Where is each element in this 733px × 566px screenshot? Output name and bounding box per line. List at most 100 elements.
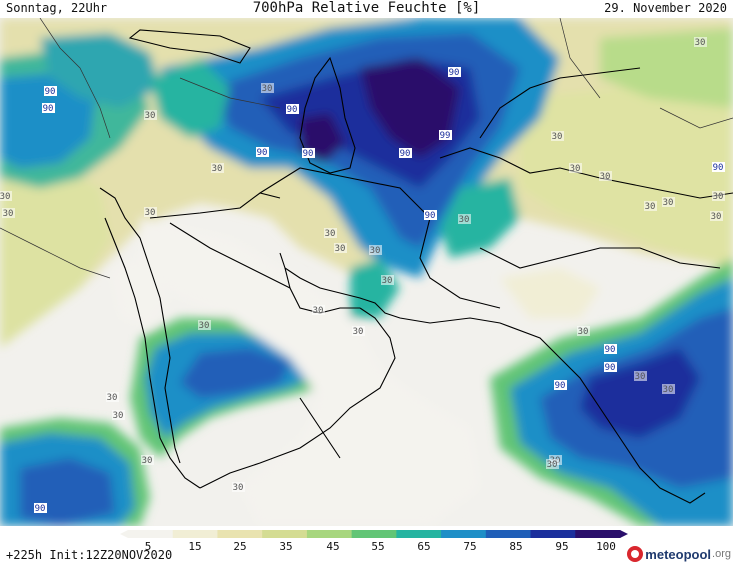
label-text: 90 <box>449 68 460 78</box>
label-text: 30 <box>233 483 244 493</box>
colorbar-ticks: 5 15 25 35 45 55 65 75 85 95 100 <box>0 540 733 554</box>
label-background <box>141 455 154 465</box>
humidity-90-label: 90 <box>712 162 725 173</box>
humidity-map-canvas: 90 90 30 30 30 90 30 30 30 90 90 30 30 30 30 30 90 30 90 99… <box>0 18 733 526</box>
label-background <box>34 503 47 513</box>
label-text: 90 <box>605 363 616 373</box>
humidity-90-label: 99 <box>439 130 452 141</box>
colorbar-segment <box>306 530 353 538</box>
humidity-90-label: 90 <box>256 147 269 158</box>
humidity-map: 90 90 30 30 30 90 30 30 30 90 90 30 30 30 30 30 90 30 90 99… <box>0 18 733 526</box>
contour-labels: 90 90 30 30 30 90 30 30 30 90 90 30 30 30 30 30 90 30 90 99… <box>0 37 725 514</box>
label-background <box>2 208 15 218</box>
humidity-30-label: 30 <box>662 197 675 208</box>
logo-suffix: .org <box>712 548 731 560</box>
label-background <box>261 83 274 93</box>
humidity-30-label: 30 <box>106 392 119 403</box>
meteopool-logo[interactable]: meteopool .org <box>627 545 731 563</box>
humidity-30-label: 30 <box>712 191 725 202</box>
humidity-30-label: 30 <box>546 459 559 470</box>
humidity-30-label: 30 <box>144 110 157 121</box>
label-background <box>458 214 471 224</box>
label-background <box>106 392 119 402</box>
humidity-30-label: 30 <box>198 320 211 331</box>
label-background <box>577 326 590 336</box>
humidity-30-label: 30 <box>551 131 564 142</box>
header-bar: Sonntag, 22Uhr 700hPa Relative Feuchte [… <box>0 0 733 18</box>
label-background <box>302 148 315 158</box>
valid-time-label: Sonntag, 22Uhr <box>6 1 108 15</box>
colorbar-tick-label: 85 <box>509 540 523 553</box>
colorbar-segment <box>575 530 621 538</box>
label-text: 90 <box>555 381 566 391</box>
label-background <box>712 191 725 201</box>
label-text: 90 <box>45 87 56 97</box>
label-text: 30 <box>459 215 470 225</box>
label-background <box>381 275 394 285</box>
label-text: 30 <box>663 385 674 395</box>
humidity-30-label: 30 <box>694 37 707 48</box>
humidity-90-label: 90 <box>604 362 617 373</box>
label-text: 30 <box>325 229 336 239</box>
label-background <box>112 410 125 420</box>
label-background <box>0 191 12 201</box>
label-text: 90 <box>713 163 724 173</box>
label-text: 30 <box>370 246 381 256</box>
map-title: 700hPa Relative Feuchte [%] <box>252 0 481 16</box>
humidity-30-label: 30 <box>312 305 325 316</box>
label-text: 30 <box>570 164 581 174</box>
label-text: 90 <box>303 149 314 159</box>
humidity-30-label: 30 <box>211 163 224 174</box>
date-label: 29. November 2020 <box>604 1 727 15</box>
run-info: +225h Init:12Z20NOV2020 <box>6 548 173 562</box>
label-background <box>324 228 337 238</box>
colorbar-segment <box>128 530 174 538</box>
humidity-90-label: 90 <box>448 67 461 78</box>
humidity-30-label: 30 <box>369 245 382 256</box>
label-text: 30 <box>107 393 118 403</box>
label-text: 30 <box>313 306 324 316</box>
humidity-30-label: 30 <box>141 455 154 466</box>
label-background <box>634 371 647 381</box>
humidity-90-label: 90 <box>554 380 567 391</box>
colorbar-tick-label: 100 <box>596 540 616 553</box>
humidity-30-label: 30 <box>577 326 590 337</box>
colorbar-segment <box>530 530 576 538</box>
colorbar-segment <box>217 530 263 538</box>
label-text: 90 <box>257 148 268 158</box>
label-background <box>694 37 707 47</box>
colorbar-extend-arrow-left <box>120 530 128 538</box>
label-text: 30 <box>578 327 589 337</box>
humidity-90-label: 90 <box>42 103 55 114</box>
humidity-90-label: 90 <box>44 86 57 97</box>
label-background <box>710 211 723 221</box>
colorbar-segment <box>172 530 218 538</box>
label-text: 99 <box>440 131 451 141</box>
label-text: 90 <box>605 345 616 355</box>
label-background <box>312 305 325 315</box>
colorbar-tick-label: 55 <box>371 540 385 553</box>
label-background <box>369 245 382 255</box>
label-background <box>198 320 211 330</box>
label-text: 30 <box>262 84 273 94</box>
colorbar-tick-label: 5 <box>144 540 152 553</box>
label-background <box>604 362 617 372</box>
humidity-30-label: 30 <box>662 384 675 395</box>
label-background <box>211 163 224 173</box>
humidity-30-label: 30 <box>261 83 274 94</box>
label-text: 90 <box>35 504 46 514</box>
humidity-30-label: 30 <box>232 482 245 493</box>
colorbar-segment <box>396 530 442 538</box>
humidity-30-label: 30 <box>634 371 647 382</box>
label-text: 30 <box>142 456 153 466</box>
label-text: 30 <box>695 38 706 48</box>
colorbar-tick-label: 35 <box>279 540 293 553</box>
humidity-90-label: 90 <box>424 210 437 221</box>
label-text: 30 <box>382 276 393 286</box>
humidity-90-label: 90 <box>286 104 299 115</box>
label-background <box>439 130 452 140</box>
label-background <box>144 207 157 217</box>
colorbar-segment <box>441 530 487 538</box>
label-background <box>569 163 582 173</box>
colorbar-tick-label: 95 <box>555 540 569 553</box>
